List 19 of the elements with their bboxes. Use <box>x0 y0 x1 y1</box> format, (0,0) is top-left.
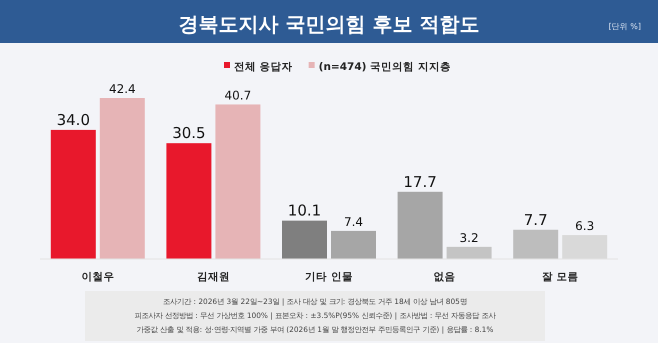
unit: [단위 %] <box>608 22 641 31</box>
x-tick-label: 김재원 <box>196 271 230 283</box>
data-label: 3.2 <box>460 230 479 245</box>
data-label: 6.3 <box>575 219 594 234</box>
data-label: 30.5 <box>172 124 206 142</box>
data-label: 10.1 <box>288 202 322 220</box>
title: 경북도지사 국민의힘 후보 적합도 <box>178 12 480 36</box>
x-tick-label: 없음 <box>434 271 456 283</box>
legend-label: 전체 응답자 <box>234 61 293 73</box>
data-label: 34.0 <box>56 110 90 129</box>
x-tick-label: 이철우 <box>81 271 114 283</box>
data-label: 42.4 <box>108 82 136 96</box>
data-label: 17.7 <box>403 172 437 191</box>
data-label: 40.7 <box>224 88 252 102</box>
data-label: 7.4 <box>344 214 364 229</box>
data-label: 7.7 <box>524 210 548 229</box>
x-tick-label: 잘 모름 <box>542 271 579 283</box>
legend-label: (n=474) 국민의힘 지지층 <box>318 61 451 73</box>
x-tick-label: 기타 인물 <box>305 271 353 283</box>
